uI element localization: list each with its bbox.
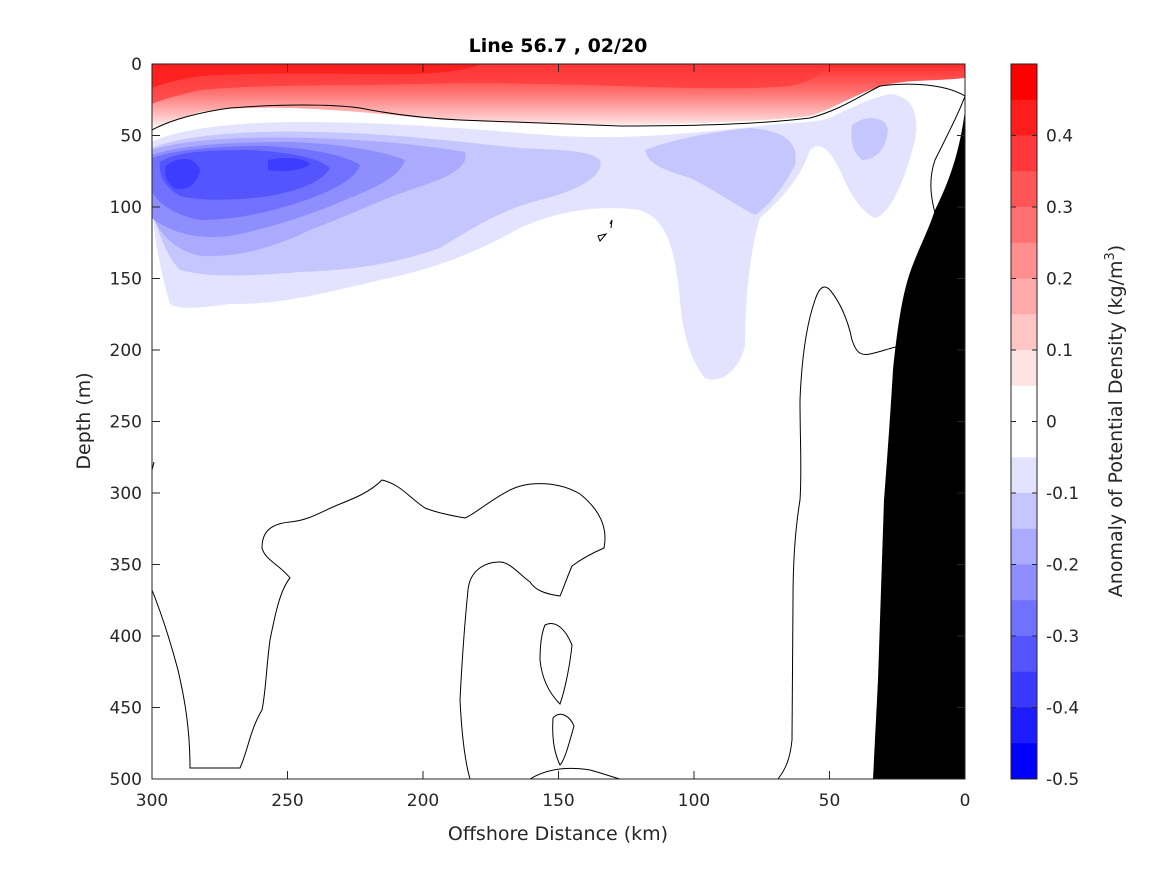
y-tick-label: 0 <box>131 55 142 75</box>
colorbar-segment <box>1011 528 1037 565</box>
colorbar-segment <box>1011 493 1037 530</box>
colorbar-tick-label: -0.1 <box>1046 484 1079 504</box>
colorbar <box>1010 63 1038 780</box>
zero-contour-right-column <box>777 286 901 779</box>
colorbar-tick-label: 0.4 <box>1046 127 1073 147</box>
positive-anomaly-peak <box>152 64 480 88</box>
zero-contour-left-lobe <box>152 479 606 779</box>
colorbar-unit-suffix: ) <box>1105 245 1127 252</box>
x-tick-label: 250 <box>271 791 303 811</box>
colorbar-segment <box>1011 171 1037 208</box>
y-tick-label: 50 <box>120 127 142 147</box>
y-tick-label: 450 <box>110 699 142 719</box>
positive-anomaly-core <box>152 64 830 104</box>
colorbar-tick-label: 0.3 <box>1046 198 1073 218</box>
colorbar-segment <box>1011 242 1037 279</box>
colorbar-unit-prefix: (kg/m <box>1105 261 1127 316</box>
zero-contour-small-loop <box>597 219 613 242</box>
colorbar-tick-label: -0.3 <box>1046 627 1079 647</box>
zero-contour-island-2 <box>552 713 575 766</box>
x-tick-label: 50 <box>819 791 841 811</box>
x-tick-label: 150 <box>542 791 574 811</box>
colorbar-segment <box>1011 350 1037 387</box>
colorbar-segment <box>1011 707 1037 744</box>
zero-contour-bottom-arc <box>529 767 621 779</box>
y-tick-label: 300 <box>110 484 142 504</box>
x-tick-label: 300 <box>136 791 168 811</box>
zero-contour-surface <box>152 83 965 131</box>
plot-area <box>152 64 965 779</box>
colorbar-label-text: Anomaly of Potential Density <box>1105 322 1127 597</box>
negative-anomaly-core <box>165 157 310 190</box>
colorbar-label: Anomaly of Potential Density (kg/m3) <box>1103 245 1127 597</box>
colorbar-tick-label: -0.2 <box>1046 556 1079 576</box>
colorbar-segment <box>1011 671 1037 708</box>
colorbar-segment <box>1011 457 1037 494</box>
colorbar-segment <box>1011 207 1037 244</box>
colorbar-segment <box>1011 636 1037 673</box>
colorbar-unit-exponent: 3 <box>1103 252 1118 260</box>
colorbar-segment <box>1011 314 1037 351</box>
y-axis-title: Depth (m) <box>73 372 95 469</box>
colorbar-ticks: 0.4 0.3 0.2 0.1 0 -0.1 -0.2 -0.3 -0.4 -0.5 <box>1011 127 1079 790</box>
colorbar-segment <box>1011 135 1037 172</box>
colorbar-tick-label: 0 <box>1046 413 1057 433</box>
x-tick-label: 200 <box>407 791 439 811</box>
zero-contour-island-1 <box>539 623 573 705</box>
y-axis: 0 50 100 150 200 250 300 350 400 450 500 <box>110 55 965 790</box>
colorbar-tick-label: 0.1 <box>1046 341 1073 361</box>
y-tick-label: 200 <box>110 341 142 361</box>
colorbar-segment <box>1011 278 1037 315</box>
colorbar-segment <box>1011 564 1037 601</box>
y-tick-label: 150 <box>110 270 142 290</box>
x-tick-label: 100 <box>678 791 710 811</box>
colorbar-segment <box>1011 421 1037 458</box>
colorbar-segment <box>1011 743 1037 780</box>
colorbar-segment <box>1011 600 1037 637</box>
colorbar-segment <box>1011 99 1037 136</box>
y-tick-label: 350 <box>110 556 142 576</box>
colorbar-tick-label: -0.4 <box>1046 699 1079 719</box>
x-axis-title: Offshore Distance (km) <box>448 823 668 845</box>
chart-title: Line 56.7 , 02/20 <box>469 35 648 57</box>
y-tick-label: 100 <box>110 198 142 218</box>
y-tick-label: 500 <box>110 770 142 790</box>
x-axis: 300 250 200 150 100 50 0 <box>136 64 971 811</box>
contour-lines <box>152 83 965 779</box>
x-tick-label: 0 <box>960 791 971 811</box>
y-tick-label: 400 <box>110 627 142 647</box>
colorbar-tick-label: -0.5 <box>1046 770 1079 790</box>
colorbar-tick-label: 0.2 <box>1046 270 1073 290</box>
zero-contour-right <box>930 95 965 231</box>
y-tick-label: 250 <box>110 413 142 433</box>
bathymetry <box>873 110 965 779</box>
colorbar-segment <box>1011 385 1037 422</box>
colorbar-segment <box>1011 64 1037 101</box>
